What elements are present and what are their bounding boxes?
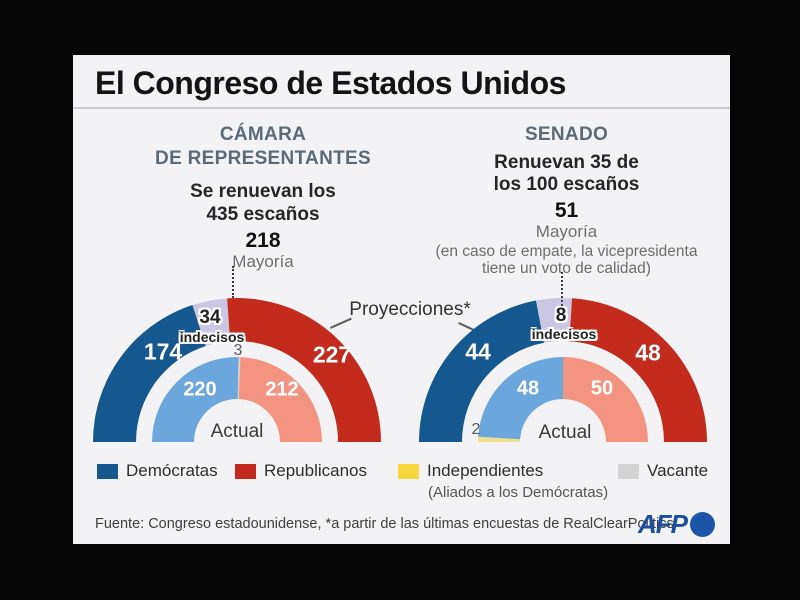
senate-undecided-value: 8 xyxy=(555,305,567,326)
house-majority-dotted-line xyxy=(232,266,234,298)
afp-logo-text: AFP xyxy=(638,509,688,539)
senate-rep-projection-value: 48 xyxy=(635,339,661,366)
senate-dem-actual-value: 48 xyxy=(516,377,540,400)
legend-item-vacante: Vacante xyxy=(618,461,708,481)
house-rep-projection-value: 227 xyxy=(312,341,352,368)
senate-proyecciones-segment-demcratas xyxy=(419,300,545,442)
legend-label-independientes: Independientes xyxy=(427,461,544,480)
senate-actual-segment-republicanos xyxy=(563,357,648,442)
senate-majority-label: Mayoría xyxy=(535,222,598,241)
house-rep-actual-value: 212 xyxy=(265,378,299,401)
senate-renewal-note: Renuevan 35 de los 100 escaños xyxy=(493,152,640,195)
afp-logo-circle xyxy=(690,512,715,537)
senate-undecided-label: indecisos xyxy=(531,326,597,342)
house-renewal-note: Se renuevan los 435 escaños xyxy=(190,181,336,225)
senate-majority-note: (en caso de empate, la vicepresidenta ti… xyxy=(435,243,698,277)
legend-swatch-republicanos xyxy=(235,463,256,479)
senate-actual-segment-independientes xyxy=(478,436,521,442)
house-section-header: CÁMARA DE REPRESENTANTES xyxy=(103,123,423,171)
house-proyecciones-segment-demcratas xyxy=(93,305,206,442)
house-vacant-value: 3 xyxy=(233,342,243,359)
legend-independientes-sublabel: (Aliados a los Demócratas) xyxy=(428,484,609,501)
senate-section-header: SENADO xyxy=(524,124,609,145)
legend-label-vacante: Vacante xyxy=(647,461,709,480)
legend-item-republicanos: Republicanos xyxy=(235,461,367,481)
senate-hemicycle-svg xyxy=(419,297,707,442)
senate-rep-actual-value: 50 xyxy=(590,377,614,400)
legend-swatch-democratas xyxy=(97,463,118,479)
header-divider xyxy=(73,107,730,109)
proyecciones-label: Proyecciones* xyxy=(349,299,471,320)
senate-proyecciones-segment-republicanos xyxy=(569,298,707,442)
house-actual-label: Actual xyxy=(210,421,264,442)
house-hemicycle-chart: 174 34 indecisos 227 3 220 212 Actual xyxy=(89,295,385,445)
legend-item-democratas: Demócratas xyxy=(97,461,218,481)
house-majority-label: Mayoría xyxy=(232,252,294,271)
senate-independent-actual-value: 2 xyxy=(471,421,481,438)
legend-label-republicanos: Republicanos xyxy=(264,461,368,480)
senate-hemicycle-chart: 44 8 indecisos 48 2 48 50 Actual xyxy=(415,295,711,445)
house-section-header-line2: DE REPRESENTANTES xyxy=(155,148,371,169)
house-majority-value: 218 xyxy=(245,229,281,252)
senate-header-block: SENADO Renuevan 35 de los 100 escaños 51… xyxy=(403,123,730,277)
legend-label-democratas: Demócratas xyxy=(126,461,218,480)
senate-majority-value: 51 xyxy=(554,199,579,222)
infographic-card: El Congreso de Estados Unidos CÁMARA DE … xyxy=(73,55,730,544)
senate-dem-projection-value: 44 xyxy=(465,338,491,365)
house-section-header-line1: CÁMARA xyxy=(219,124,307,145)
house-actual-segment-vacante xyxy=(237,357,241,400)
legend-swatch-independientes xyxy=(398,463,419,479)
legend-item-independientes: Independientes xyxy=(398,461,543,481)
house-proyecciones-segment-republicanos xyxy=(227,298,382,442)
afp-logo: AFP xyxy=(638,509,715,540)
house-proyecciones-segment-indecisos xyxy=(192,298,231,346)
page-title: El Congreso de Estados Unidos xyxy=(95,65,566,101)
house-dem-projection-value: 174 xyxy=(143,338,183,365)
house-dem-actual-value: 220 xyxy=(183,378,217,401)
house-header-block: CÁMARA DE REPRESENTANTES Se renuevan los… xyxy=(103,123,423,271)
senate-proyecciones-segment-indecisos xyxy=(536,297,573,343)
senate-actual-segment-demcratas xyxy=(478,357,563,440)
senate-actual-label: Actual xyxy=(538,422,592,443)
senate-majority-dotted-line xyxy=(561,272,563,306)
legend-swatch-vacante xyxy=(618,463,639,479)
house-hemicycle-svg xyxy=(93,298,382,442)
source-note: Fuente: Congreso estadounidense, *a part… xyxy=(95,516,674,532)
house-actual-segment-republicanos xyxy=(238,357,322,442)
house-undecided-value: 34 xyxy=(199,307,221,328)
house-actual-segment-demcratas xyxy=(152,356,239,442)
house-undecided-label: indecisos xyxy=(179,329,245,345)
